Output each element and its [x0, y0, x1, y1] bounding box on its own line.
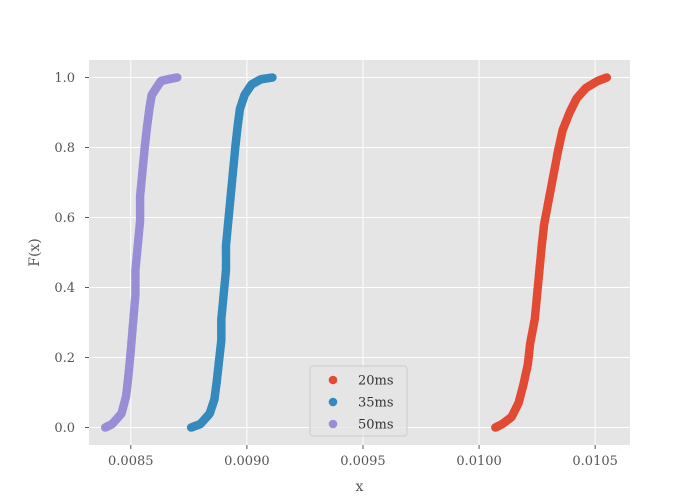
x-axis-ticks: 0.0085 0.0090 0.0095 0.0100 0.0105	[108, 445, 618, 469]
series-35ms	[186, 73, 277, 432]
x-tick-label: 0.0100	[456, 454, 502, 469]
legend-marker	[328, 419, 338, 429]
y-tick-label: 0.8	[54, 141, 75, 156]
y-axis-ticks: 0.0 0.2 0.4 0.6 0.8 1.0	[54, 71, 89, 436]
legend: 20ms 35ms 50ms	[309, 365, 408, 437]
y-tick-label: 0.2	[54, 351, 75, 366]
series-50ms	[100, 73, 182, 432]
y-tick-label: 0.4	[54, 281, 75, 296]
x-tick-label: 0.0095	[340, 454, 386, 469]
y-tick-label: 0.6	[54, 211, 75, 226]
legend-label: 35ms	[358, 396, 394, 411]
x-axis-label: x	[356, 479, 364, 495]
grid-lines	[89, 60, 630, 445]
x-tick-label: 0.0105	[572, 454, 618, 469]
x-tick-label: 0.0085	[108, 454, 154, 469]
data-point	[268, 73, 277, 82]
y-tick-label: 0.0	[54, 421, 75, 436]
legend-marker	[328, 397, 338, 407]
x-tick-label: 0.0090	[224, 454, 270, 469]
data-point	[602, 73, 612, 82]
data-points	[100, 73, 612, 432]
data-point	[172, 73, 182, 82]
legend-label: 20ms	[358, 374, 394, 389]
y-axis-label: F(x)	[27, 238, 43, 267]
series-20ms	[491, 73, 612, 432]
y-tick-label: 1.0	[54, 71, 75, 86]
legend-marker	[328, 375, 338, 385]
legend-label: 50ms	[358, 418, 394, 433]
